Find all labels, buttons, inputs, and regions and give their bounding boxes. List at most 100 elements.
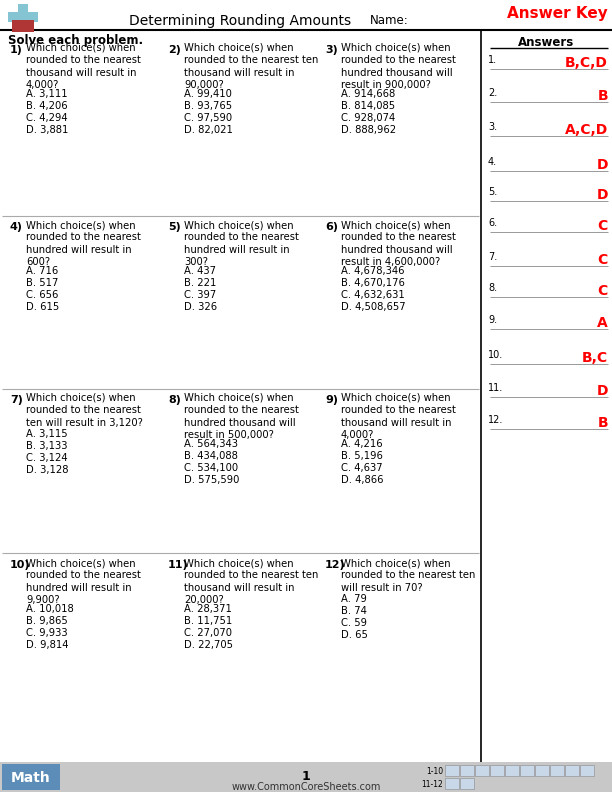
Text: B,C: B,C [582,351,608,365]
Text: B. 4,670,176: B. 4,670,176 [341,278,405,288]
Text: 12.: 12. [488,415,504,425]
Text: C. 4,632,631: C. 4,632,631 [341,290,405,300]
Text: 1: 1 [302,770,310,783]
Text: D. 888,962: D. 888,962 [341,125,396,135]
Text: D. 575,590: D. 575,590 [184,475,239,485]
Text: A. 4,216: A. 4,216 [341,439,382,449]
Text: D. 3,881: D. 3,881 [26,125,69,135]
Text: Which choice(s) when
rounded to the nearest
hundred thousand will
result in 900,: Which choice(s) when rounded to the near… [341,43,456,90]
Text: A. 99,410: A. 99,410 [184,89,232,99]
Text: B. 5,196: B. 5,196 [341,451,383,461]
Text: D. 22,705: D. 22,705 [184,640,233,650]
Text: C: C [598,253,608,267]
Text: B. 74: B. 74 [341,607,367,616]
Text: 8: 8 [450,780,454,789]
Text: 8): 8) [168,395,181,405]
Text: B. 3,133: B. 3,133 [26,441,67,451]
Bar [460,778,474,789]
Text: C. 656: C. 656 [26,290,58,300]
Bar [535,765,549,776]
Text: 8.: 8. [488,283,497,293]
Text: C. 97,590: C. 97,590 [184,113,232,123]
Text: 4): 4) [10,222,23,232]
Text: 5.: 5. [488,187,497,197]
Bar [505,765,519,776]
Text: 1): 1) [10,45,23,55]
Text: A. 914,668: A. 914,668 [341,89,395,99]
Text: B. 11,751: B. 11,751 [184,616,232,626]
Text: C. 397: C. 397 [184,290,216,300]
Text: D: D [597,188,608,202]
Bar [2,764,60,790]
Text: B. 9,865: B. 9,865 [26,616,68,626]
Text: C. 928,074: C. 928,074 [341,113,395,123]
Bar [475,765,489,776]
Text: 11): 11) [168,560,188,570]
Text: 25: 25 [567,767,577,776]
Text: 75: 75 [477,767,487,776]
Bar [490,765,504,776]
Text: 1-10: 1-10 [426,767,443,776]
Text: B. 4,206: B. 4,206 [26,101,67,111]
Text: C. 27,070: C. 27,070 [184,628,232,638]
Text: Answers: Answers [518,36,574,49]
Text: 11.: 11. [488,383,503,393]
Text: Answer Key: Answer Key [507,6,608,21]
Bar [12,20,34,32]
Text: A. 437: A. 437 [184,266,216,276]
Text: 3.: 3. [488,122,497,132]
Text: 6.: 6. [488,218,497,228]
Text: Determining Rounding Amounts: Determining Rounding Amounts [129,14,351,28]
Text: C. 534,100: C. 534,100 [184,463,238,473]
Text: A. 716: A. 716 [26,266,58,276]
Text: Which choice(s) when
rounded to the nearest
hundred thousand will
result in 4,60: Which choice(s) when rounded to the near… [341,220,456,267]
Text: C: C [598,219,608,233]
Text: B,C,D: B,C,D [565,56,608,70]
Text: A. 10,018: A. 10,018 [26,604,74,614]
Text: Which choice(s) when
rounded to the nearest
ten will result in 3,120?: Which choice(s) when rounded to the near… [26,393,143,428]
Text: 92: 92 [447,767,457,776]
Text: C. 4,637: C. 4,637 [341,463,382,473]
Text: 50: 50 [522,767,532,776]
Text: 0: 0 [465,780,469,789]
Text: 67: 67 [492,767,502,776]
Text: www.CommonCoreSheets.com: www.CommonCoreSheets.com [231,782,381,792]
Text: 3): 3) [325,45,338,55]
Text: A: A [597,316,608,330]
Text: D. 82,021: D. 82,021 [184,125,233,135]
Text: A. 3,111: A. 3,111 [26,89,67,99]
Text: D: D [597,384,608,398]
Text: 10): 10) [10,560,31,570]
Text: 12): 12) [325,560,346,570]
Text: B. 93,765: B. 93,765 [184,101,232,111]
Text: C. 9,933: C. 9,933 [26,628,67,638]
Bar [580,765,594,776]
Text: D. 3,128: D. 3,128 [26,466,69,475]
Text: A. 4,678,346: A. 4,678,346 [341,266,405,276]
Text: Which choice(s) when
rounded to the nearest
hundred will result in
9,900?: Which choice(s) when rounded to the near… [26,558,141,605]
Text: 9): 9) [325,395,338,405]
Text: C. 4,294: C. 4,294 [26,113,67,123]
Text: 2.: 2. [488,88,497,98]
Text: A. 79: A. 79 [341,595,367,604]
Text: D. 4,508,657: D. 4,508,657 [341,302,406,312]
Text: Which choice(s) when
rounded to the nearest ten
thousand will result in
20,000?: Which choice(s) when rounded to the near… [184,558,318,605]
Text: A. 3,115: A. 3,115 [26,429,67,440]
Text: Which choice(s) when
rounded to the nearest ten
will result in 70?: Which choice(s) when rounded to the near… [341,558,476,592]
Bar [0,762,612,792]
Text: 33: 33 [552,767,562,776]
Text: B: B [597,89,608,103]
Bar [8,12,38,22]
Text: D. 4,866: D. 4,866 [341,475,384,485]
Text: Which choice(s) when
rounded to the nearest
hundred thousand will
result in 500,: Which choice(s) when rounded to the near… [184,393,299,440]
Text: 11-12: 11-12 [421,780,443,789]
Text: Which choice(s) when
rounded to the nearest
thousand will result in
4,000?: Which choice(s) when rounded to the near… [26,43,141,90]
Bar [18,4,28,32]
Text: B: B [597,416,608,430]
Text: 58: 58 [507,767,517,776]
Text: 2): 2) [168,45,181,55]
Text: 7): 7) [10,395,23,405]
Text: Solve each problem.: Solve each problem. [8,34,143,47]
Text: D. 65: D. 65 [341,630,368,641]
Text: Math: Math [11,771,51,785]
